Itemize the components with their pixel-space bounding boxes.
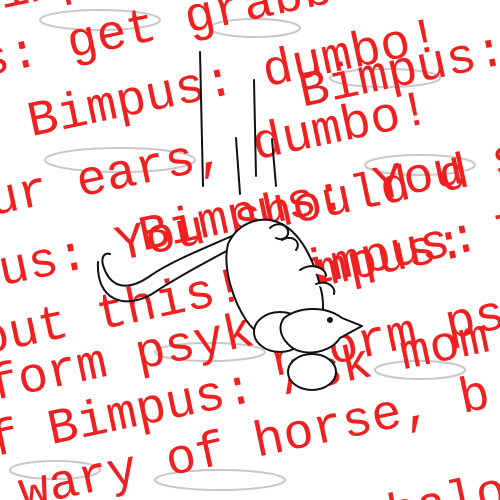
mouse-icon — [96, 218, 363, 391]
speed-lines-icon — [199, 51, 277, 195]
